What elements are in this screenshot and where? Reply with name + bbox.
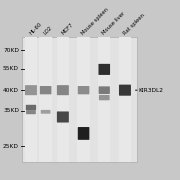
Bar bbox=[39, 37, 52, 162]
Bar bbox=[22, 37, 137, 162]
FancyBboxPatch shape bbox=[78, 86, 89, 94]
FancyBboxPatch shape bbox=[119, 85, 131, 96]
Bar bbox=[25, 37, 37, 162]
FancyBboxPatch shape bbox=[98, 64, 110, 75]
FancyBboxPatch shape bbox=[41, 110, 50, 114]
FancyBboxPatch shape bbox=[57, 85, 69, 95]
FancyBboxPatch shape bbox=[78, 127, 89, 140]
FancyBboxPatch shape bbox=[99, 86, 110, 94]
FancyBboxPatch shape bbox=[26, 105, 36, 110]
Text: 70KD: 70KD bbox=[3, 48, 19, 53]
Bar bbox=[77, 37, 90, 162]
Bar bbox=[119, 37, 131, 162]
FancyBboxPatch shape bbox=[26, 110, 36, 114]
Bar bbox=[57, 37, 69, 162]
FancyBboxPatch shape bbox=[40, 86, 51, 94]
Text: 40KD: 40KD bbox=[3, 88, 19, 93]
FancyBboxPatch shape bbox=[57, 111, 69, 123]
Text: 35KD: 35KD bbox=[3, 108, 19, 113]
Text: 25KD: 25KD bbox=[3, 144, 19, 149]
FancyBboxPatch shape bbox=[99, 95, 110, 100]
Text: MCF7: MCF7 bbox=[60, 22, 74, 36]
Text: KIR3DL2: KIR3DL2 bbox=[139, 88, 164, 93]
Text: HL-60: HL-60 bbox=[28, 21, 43, 36]
Text: Mouse liver: Mouse liver bbox=[102, 11, 127, 36]
Bar bbox=[98, 37, 111, 162]
FancyBboxPatch shape bbox=[25, 85, 37, 95]
Text: Rat spleen: Rat spleen bbox=[122, 12, 146, 36]
Text: LO2: LO2 bbox=[43, 25, 54, 36]
Text: 55KD: 55KD bbox=[3, 66, 19, 71]
Text: Mouse spleen: Mouse spleen bbox=[81, 6, 110, 36]
